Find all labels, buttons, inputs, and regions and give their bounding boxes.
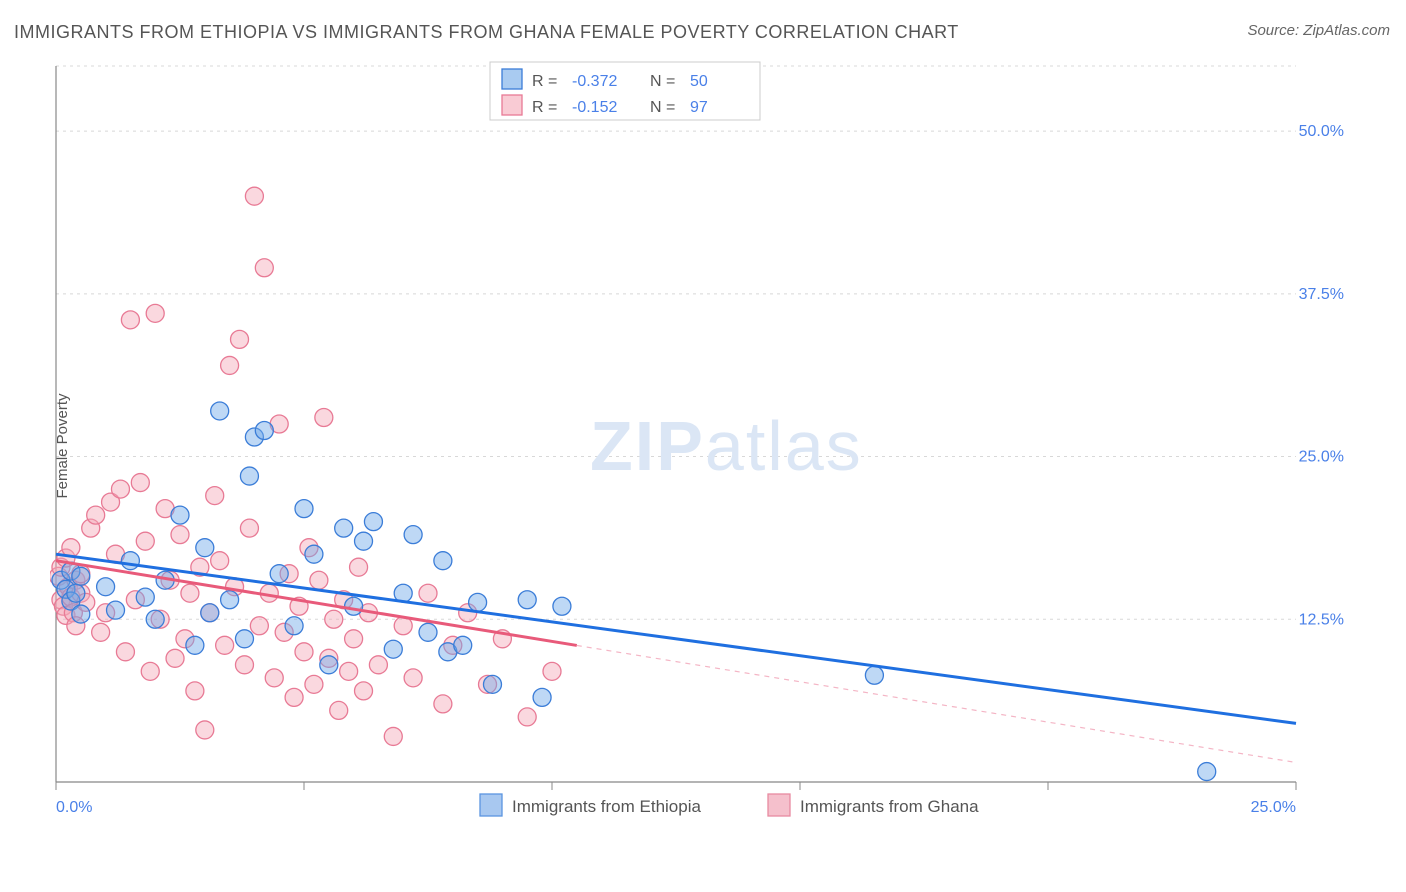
svg-text:R =: R = <box>532 73 557 90</box>
svg-text:50: 50 <box>690 73 708 90</box>
svg-text:N =: N = <box>650 99 675 116</box>
svg-text:0.0%: 0.0% <box>56 799 92 816</box>
svg-text:Immigrants from Ethiopia: Immigrants from Ethiopia <box>512 797 701 816</box>
svg-text:12.5%: 12.5% <box>1299 611 1344 628</box>
svg-text:Immigrants from Ghana: Immigrants from Ghana <box>800 797 979 816</box>
svg-text:-0.372: -0.372 <box>572 73 617 90</box>
svg-text:25.0%: 25.0% <box>1299 449 1344 466</box>
svg-text:-0.152: -0.152 <box>572 99 617 116</box>
svg-text:N =: N = <box>650 73 675 90</box>
svg-text:37.5%: 37.5% <box>1299 286 1344 303</box>
chart-title: IMMIGRANTS FROM ETHIOPIA VS IMMIGRANTS F… <box>14 22 959 43</box>
svg-text:97: 97 <box>690 99 708 116</box>
svg-text:ZIPatlas: ZIPatlas <box>590 407 863 485</box>
svg-text:50.0%: 50.0% <box>1299 123 1344 140</box>
svg-text:R =: R = <box>532 99 557 116</box>
correlation-chart: ZIPatlas 12.5% 25.0% 37.5% 50.0% 0.0% 25.0% R =… <box>50 60 1350 830</box>
svg-text:25.0%: 25.0% <box>1251 799 1296 816</box>
source-attribution: Source: ZipAtlas.com <box>1247 22 1390 39</box>
